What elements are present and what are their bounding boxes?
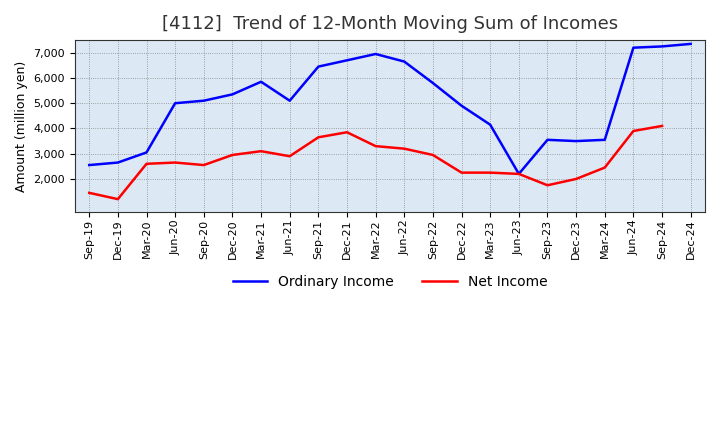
Line: Ordinary Income: Ordinary Income <box>89 44 690 174</box>
Ordinary Income <box>343 58 351 63</box>
Legend: Ordinary Income, Net Income: Ordinary Income, Net Income <box>227 269 553 294</box>
Net Income <box>572 176 580 182</box>
Net Income <box>400 146 408 151</box>
Net Income <box>257 149 266 154</box>
Ordinary Income <box>657 44 666 49</box>
Net Income <box>171 160 179 165</box>
Ordinary Income <box>457 103 466 108</box>
Net Income <box>657 123 666 128</box>
Line: Net Income: Net Income <box>89 126 662 199</box>
Ordinary Income <box>171 101 179 106</box>
Title: [4112]  Trend of 12-Month Moving Sum of Incomes: [4112] Trend of 12-Month Moving Sum of I… <box>162 15 618 33</box>
Ordinary Income <box>228 92 237 97</box>
Ordinary Income <box>629 45 638 50</box>
Ordinary Income <box>486 122 495 127</box>
Net Income <box>228 152 237 158</box>
Net Income <box>372 143 380 149</box>
Ordinary Income <box>199 98 208 103</box>
Net Income <box>457 170 466 175</box>
Ordinary Income <box>428 81 437 86</box>
Net Income <box>285 154 294 159</box>
Net Income <box>85 190 94 195</box>
Ordinary Income <box>686 41 695 47</box>
Ordinary Income <box>543 137 552 143</box>
Ordinary Income <box>400 59 408 64</box>
Ordinary Income <box>257 79 266 84</box>
Net Income <box>629 128 638 134</box>
Net Income <box>486 170 495 175</box>
Y-axis label: Amount (million yen): Amount (million yen) <box>15 60 28 191</box>
Net Income <box>343 130 351 135</box>
Ordinary Income <box>515 171 523 176</box>
Ordinary Income <box>314 64 323 69</box>
Ordinary Income <box>142 150 150 155</box>
Net Income <box>114 197 122 202</box>
Ordinary Income <box>85 162 94 168</box>
Ordinary Income <box>114 160 122 165</box>
Net Income <box>543 183 552 188</box>
Net Income <box>314 135 323 140</box>
Net Income <box>600 165 609 170</box>
Ordinary Income <box>600 137 609 143</box>
Ordinary Income <box>285 98 294 103</box>
Net Income <box>199 162 208 168</box>
Ordinary Income <box>572 139 580 144</box>
Ordinary Income <box>372 51 380 57</box>
Net Income <box>428 152 437 158</box>
Net Income <box>515 171 523 176</box>
Net Income <box>142 161 150 166</box>
